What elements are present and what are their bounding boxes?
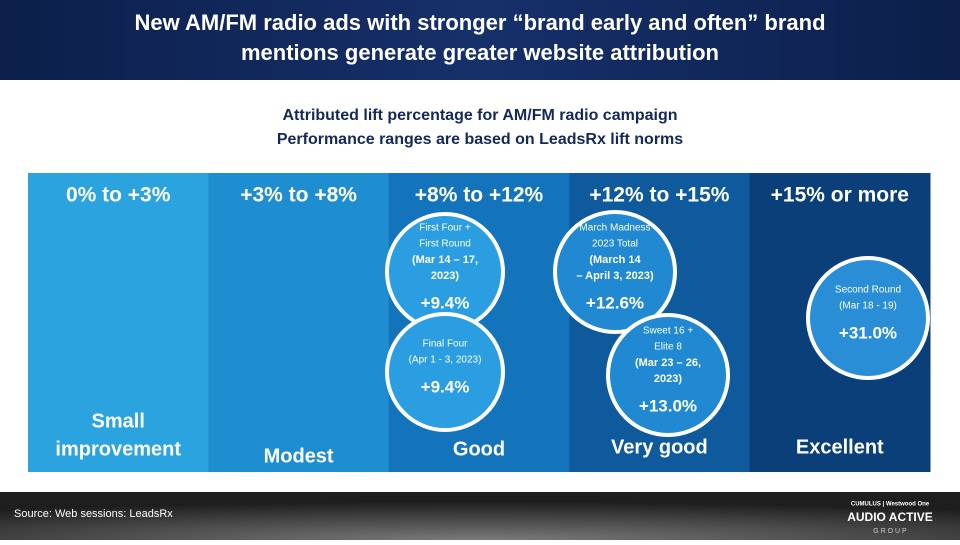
circle-label: First Four + (419, 223, 471, 234)
circle-value: +31.0% (839, 323, 897, 342)
column-range: +12% to +15% (589, 184, 729, 207)
circle-label: Second Round (835, 285, 901, 296)
header-bar (0, 0, 960, 80)
logo-top: CUMULUS | Westwood One (851, 502, 930, 508)
circle-label: – April 3, 2023) (576, 270, 654, 282)
column-label: Very good (611, 436, 708, 458)
circle-value: +9.4% (421, 293, 470, 312)
circle-label: (Mar 23 – 26, (635, 357, 701, 369)
column (208, 173, 390, 472)
circle-label: Elite 8 (654, 342, 682, 353)
circle-label: 2023) (431, 270, 459, 282)
logo-main: AUDIO ACTIVE (847, 510, 933, 524)
column-range: +8% to +12% (415, 184, 544, 207)
result-circle (606, 313, 730, 437)
subtitle: Performance ranges are based on LeadsRx … (277, 131, 683, 148)
circle-label: Final Four (422, 339, 468, 350)
source: Source: Web sessions: LeadsRx (14, 508, 173, 520)
column-label: Good (453, 438, 505, 460)
subtitle: Attributed lift percentage for AM/FM rad… (283, 107, 678, 124)
footer-bar (0, 492, 960, 540)
circle-label: (March 14 (589, 254, 641, 266)
circle-label: (Apr 1 - 3, 2023) (409, 355, 482, 366)
circle-value: +9.4% (421, 377, 470, 396)
circle-label: 2023 Total (592, 239, 638, 250)
column-label: improvement (55, 438, 181, 460)
column-label: Excellent (796, 436, 884, 458)
column-range: +15% or more (771, 184, 909, 207)
column-range: 0% to +3% (66, 184, 171, 207)
circle-label: (Mar 14 – 17, (412, 254, 478, 266)
column-label: Small (92, 410, 145, 432)
column-label: Modest (264, 445, 334, 467)
result-circle (385, 312, 505, 432)
result-circle (806, 256, 930, 380)
circle-label: March Madness (579, 223, 650, 234)
result-circle (553, 210, 677, 334)
circle-value: +13.0% (639, 396, 697, 415)
title: mentions generate greater website attrib… (241, 40, 719, 65)
circle-label: (Mar 18 - 19) (839, 301, 897, 312)
circle-label: First Round (419, 239, 471, 250)
circle-label: 2023) (654, 373, 682, 385)
circle-value: +12.6% (586, 293, 644, 312)
column-range: +3% to +8% (240, 184, 357, 207)
title: New AM/FM radio ads with stronger “brand… (134, 10, 825, 35)
circle-label: Sweet 16 + (643, 326, 693, 337)
column (28, 173, 209, 472)
logo-sub: G R O U P (873, 528, 907, 535)
